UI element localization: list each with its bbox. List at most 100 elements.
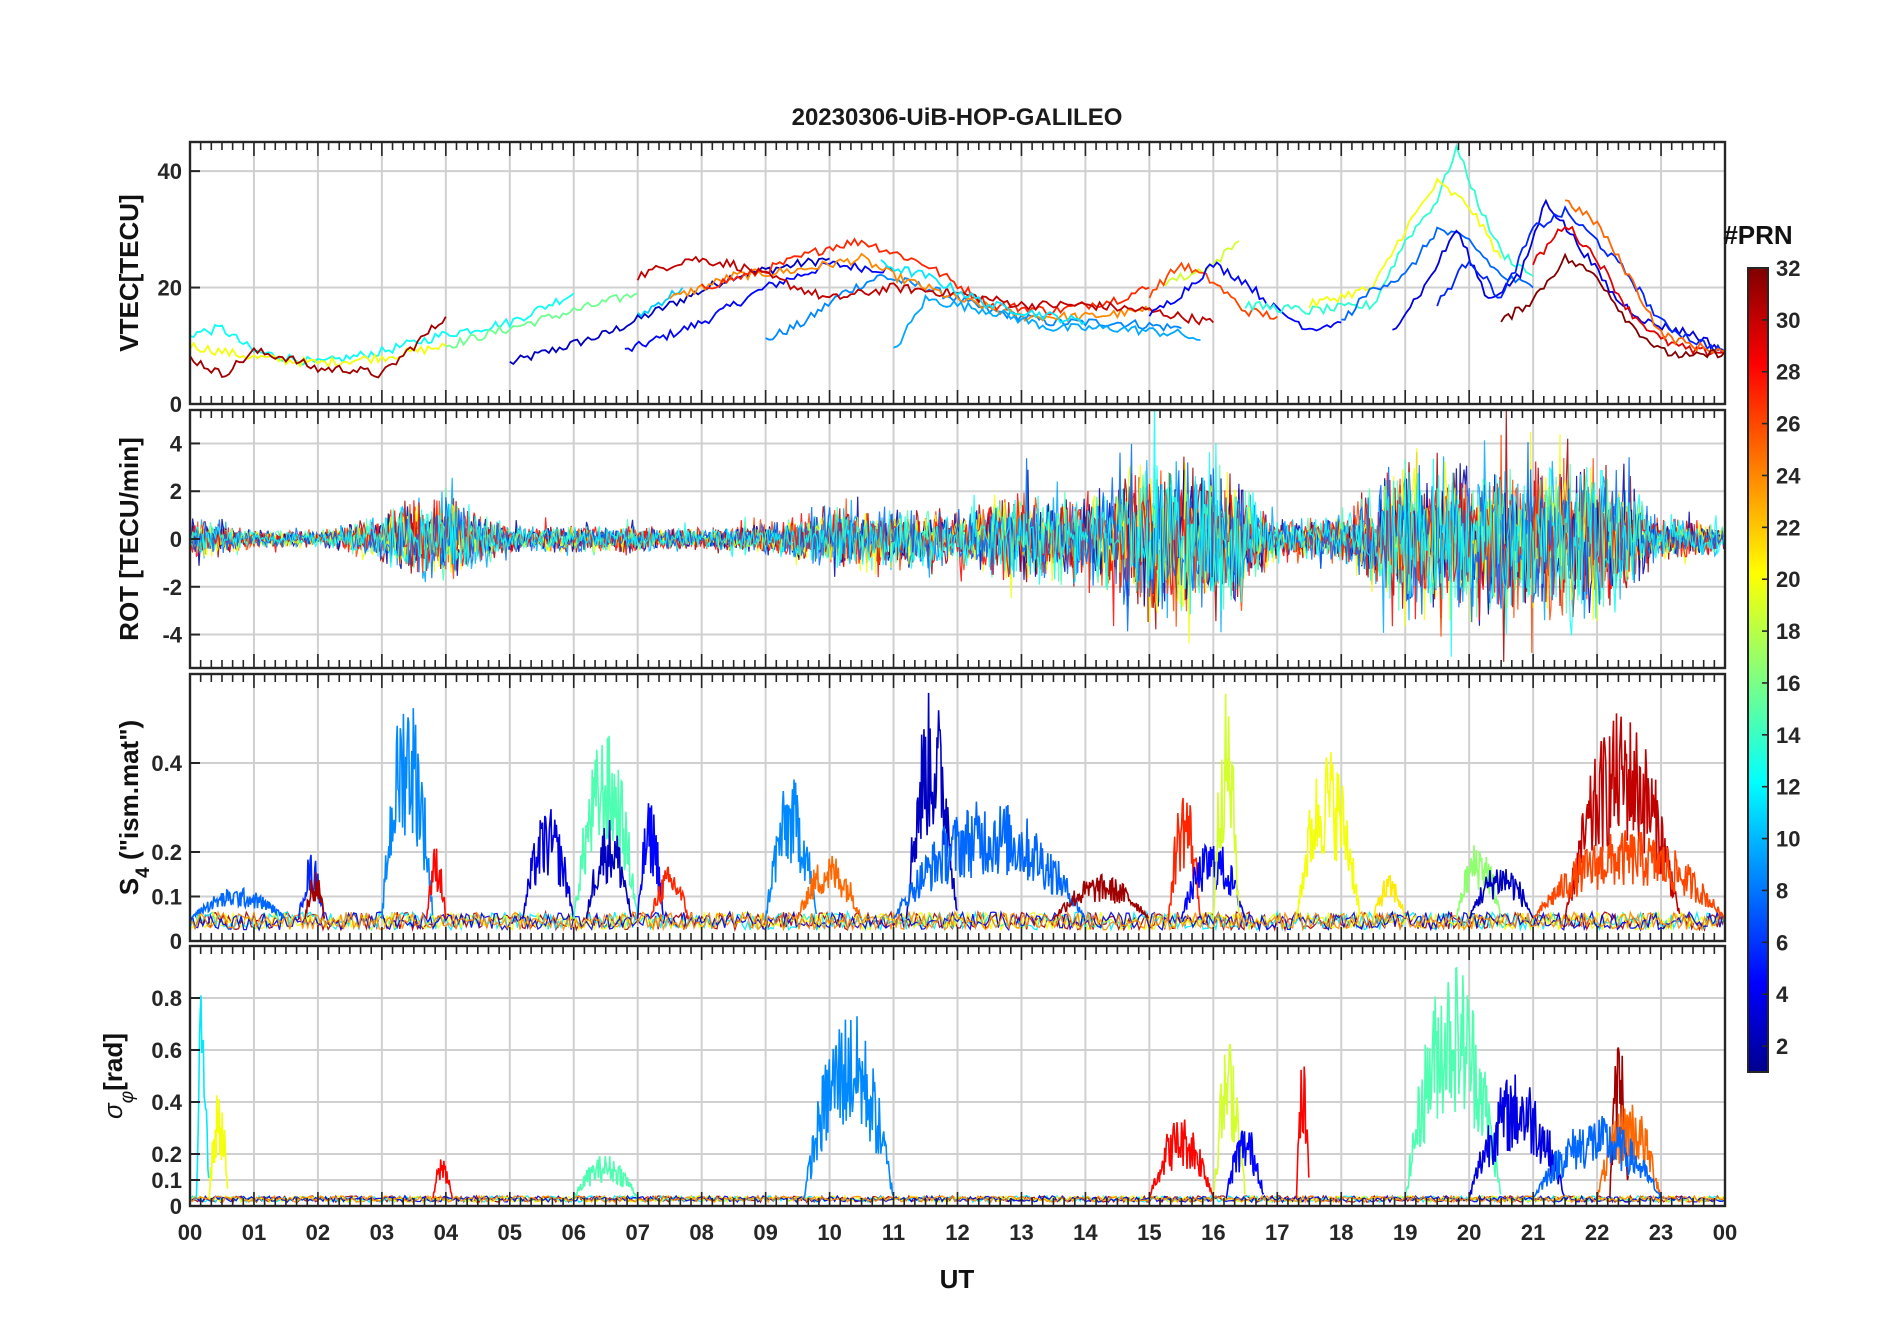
colorbar-tick-label: 28 (1776, 360, 1800, 385)
s4-burst-prn27 (649, 866, 690, 919)
s4-burst-prn8 (892, 801, 1086, 920)
colorbar-tick-label: 10 (1776, 827, 1800, 852)
vtec-series-prn26 (1148, 261, 1278, 320)
panel-frame (188, 140, 1727, 406)
vtec-series-prn30 (636, 255, 1214, 326)
s4-burst-prn31 (1052, 873, 1150, 920)
s4-burst-prn28 (425, 848, 447, 919)
s4-burst-prn9 (381, 708, 434, 919)
vtec-series-prn32 (1500, 252, 1725, 359)
colorbar-tick-label: 18 (1776, 619, 1800, 644)
s4-burst-prn3 (585, 819, 632, 919)
colorbar-tick-label: 26 (1776, 412, 1800, 437)
panel-rot: -4 -2 0 2 4 ROT [TECU/min] (114, 408, 1727, 670)
x-tick-label: 01 (242, 1220, 266, 1245)
y-axis-label-s4: S4 ("ism.mat") (114, 720, 154, 895)
x-tick-label: 21 (1521, 1220, 1545, 1245)
s4-burst-prn27 (1167, 797, 1201, 919)
sigphi-burst-prn28 (1148, 1119, 1214, 1199)
rot-series-prn28 (190, 461, 1725, 627)
y-tick-label: 0 (170, 392, 182, 417)
vtec-series-prn29 (1532, 225, 1725, 357)
colorbar-gradient (1748, 268, 1768, 1072)
colorbar-tick-label: 22 (1776, 515, 1800, 540)
y-tick-label: 0 (170, 527, 182, 552)
x-axis-label: UT (940, 1264, 975, 1294)
s4-burst-prn5 (1180, 842, 1246, 919)
y-tick-label: 0 (170, 1194, 182, 1219)
sigphi-burst-prn28 (432, 1159, 453, 1199)
y-tick-label: 0.1 (151, 885, 182, 910)
s4-burst-prn25 (796, 855, 863, 920)
y-tick-label: 0.6 (151, 1038, 182, 1063)
vtec-series-prn31 (190, 316, 447, 379)
x-tick-label: 04 (434, 1220, 459, 1245)
data-rot (190, 410, 1725, 662)
y-axis-label-rot: ROT [TECU/min] (114, 437, 144, 641)
colorbar-tick-label: 20 (1776, 567, 1800, 592)
x-tick-label: 12 (945, 1220, 969, 1245)
vtec-series-prn19 (1161, 240, 1240, 287)
vtec-series-prn4 (1392, 198, 1725, 353)
sigphi-burst-prn25 (1596, 1104, 1662, 1199)
colorbar-tick-label: 24 (1776, 463, 1801, 488)
y-tick-label: 0.8 (151, 986, 182, 1011)
s4-burst-prn31 (304, 872, 326, 919)
x-tick-label: 09 (753, 1220, 777, 1245)
x-tick-label: 23 (1649, 1220, 1673, 1245)
y-tick-label: 0.2 (151, 840, 182, 865)
x-tick-label: 03 (370, 1220, 394, 1245)
x-tick-label: 06 (562, 1220, 586, 1245)
s4-burst-prn15 (573, 735, 639, 919)
vtec-series-prn25 (1564, 199, 1725, 354)
sigphi-burst-prn15 (1404, 966, 1502, 1199)
s4-baseline-prn4 (190, 909, 1725, 933)
s4-burst-prn26 (1532, 830, 1725, 920)
vtec-series-prn16 (445, 292, 638, 349)
s4-baseline-prn24 (190, 909, 1725, 932)
y-tick-label: 20 (158, 276, 182, 301)
x-tick-label: 00 (1713, 1220, 1737, 1245)
x-tick-label: 22 (1585, 1220, 1609, 1245)
x-tick-label: 05 (498, 1220, 522, 1245)
y-axis-label-vtec: VTEC[TECU] (114, 194, 144, 351)
y-tick-label: 2 (170, 479, 182, 504)
vtec-series-prn5 (1148, 261, 1342, 332)
x-tick-label: 16 (1201, 1220, 1225, 1245)
vtec-series-prn13 (190, 292, 575, 366)
x-tick-label: 10 (817, 1220, 841, 1245)
vtec-series-prn12 (880, 259, 1086, 325)
panel-s4: 0 0.1 0.2 0.4S4 ("ism.mat") (114, 672, 1727, 954)
y-tick-label: 0.4 (151, 1090, 182, 1115)
x-tick-label: 02 (306, 1220, 330, 1245)
y-tick-label: 0.4 (151, 751, 182, 776)
colorbar-tick-label: 14 (1776, 723, 1801, 748)
s4-burst-prn19 (1212, 693, 1240, 919)
sigphi-burst-prn4 (1468, 1074, 1565, 1199)
rot-series-prn13 (190, 410, 1725, 657)
colorbar-tick-label: 4 (1776, 982, 1789, 1007)
colorbar-tick-label: 16 (1776, 671, 1800, 696)
x-tick-label: 13 (1009, 1220, 1033, 1245)
y-tick-label: -4 (162, 623, 182, 648)
chart-title: 20230306-UiB-HOP-GALILEO (792, 104, 1123, 131)
panel-vtec: 0 20 40 VTEC[TECU] (114, 140, 1727, 417)
panel-frame (188, 944, 1727, 1208)
x-axis: 00 01 02 03 04 05 06 07 08 09 10 11 12 13 14 15 16 17 18 19… (178, 1220, 1737, 1245)
sigphi-burst-prn12 (195, 995, 210, 1199)
x-tick-label: 15 (1137, 1220, 1161, 1245)
s4-burst-prn5 (636, 803, 664, 919)
vtec-series-prn20 (1308, 177, 1502, 309)
s4-burst-prn21 (1372, 874, 1406, 919)
s4-burst-prn17 (1455, 845, 1502, 919)
vtec-series-prn6 (1436, 205, 1725, 354)
vtec-series-prn8 (1341, 226, 1534, 321)
s4-burst-prn8 (190, 886, 286, 920)
rot-series-prn8 (190, 442, 1725, 632)
sigphi-burst-prn19 (1212, 1043, 1246, 1199)
s4-burst-prn3 (905, 692, 958, 919)
x-tick-label: 18 (1329, 1220, 1353, 1245)
data-vtec (190, 142, 1725, 379)
